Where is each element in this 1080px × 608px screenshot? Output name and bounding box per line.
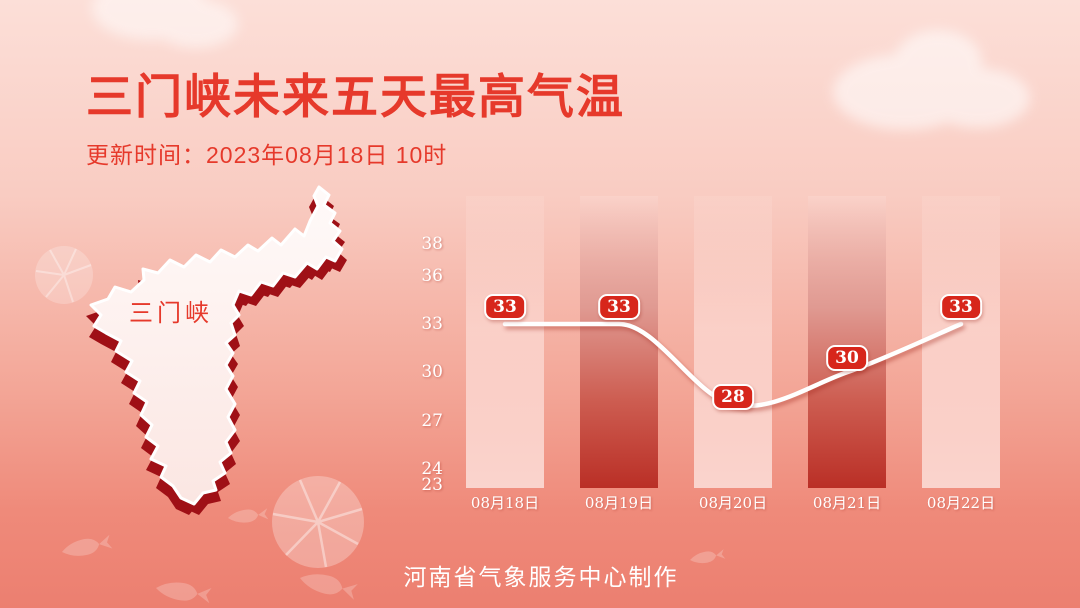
temperature-value-badge: 28 (712, 383, 754, 410)
temperature-value-badge: 33 (598, 294, 640, 320)
x-axis-label: 08月18日 (470, 494, 540, 512)
y-tick-label: 36 (421, 265, 443, 286)
x-axis-label: 08月19日 (584, 494, 654, 512)
temperature-value-badge: 33 (940, 294, 982, 320)
y-tick-label: 30 (421, 362, 443, 383)
sanmenxia-map: 三门峡 (86, 185, 347, 515)
y-tick-label: 23 (421, 475, 443, 495)
x-axis-label: 08月20日 (698, 494, 768, 512)
page-title: 三门峡未来五天最高气温 (86, 70, 625, 123)
update-time: 更新时间：2023年08月18日 10时 (86, 142, 448, 168)
temperature-value-badge: 33 (484, 294, 526, 320)
y-tick-label: 38 (421, 233, 443, 254)
y-tick-label: 24 (421, 458, 443, 479)
temperature-bar (466, 196, 544, 488)
temperature-bar (694, 196, 772, 488)
y-tick-label: 33 (421, 314, 443, 334)
x-axis-label: 08月22日 (926, 494, 996, 512)
temperature-bar (808, 196, 886, 488)
temperature-bar (580, 196, 658, 488)
footer-credit: 河南省气象服务中心制作 (403, 564, 679, 590)
temperature-value-badge: 30 (826, 345, 868, 372)
map-label: 三门峡 (129, 300, 213, 327)
x-axis-label: 08月21日 (812, 494, 882, 512)
temperature-bar (922, 196, 1000, 488)
y-tick-label: 27 (421, 410, 443, 431)
